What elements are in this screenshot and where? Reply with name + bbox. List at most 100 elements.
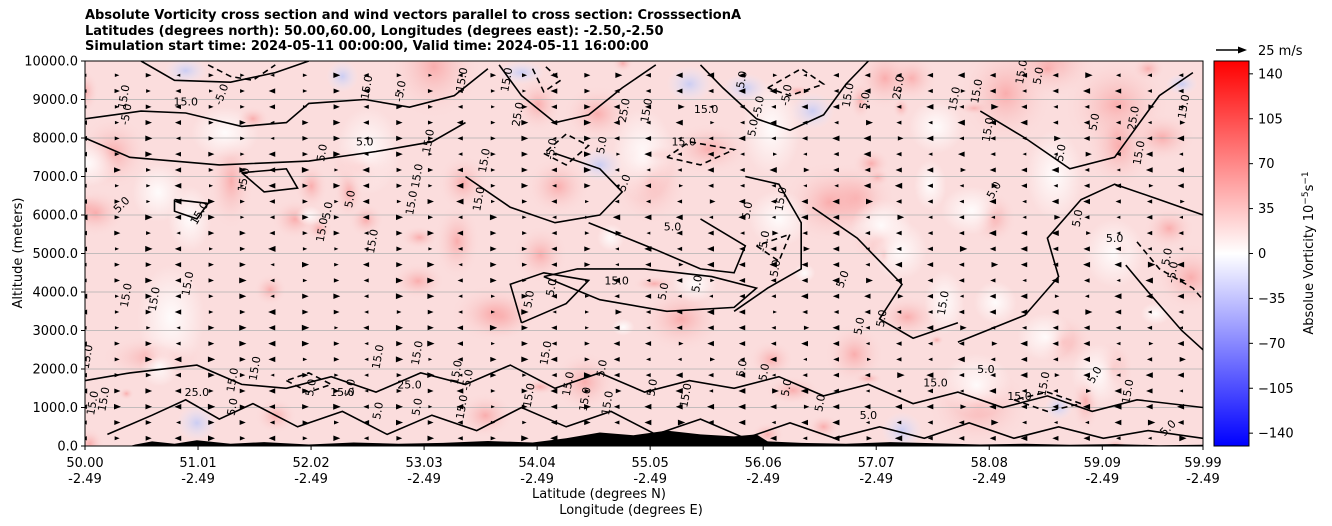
wind-vector [239,373,246,378]
wind-vector [802,231,808,236]
wind-vector [1114,88,1122,94]
wind-vector [1021,404,1028,410]
wind-vector [615,184,619,188]
wind-vector [396,120,403,126]
field-patch-positive [392,263,444,299]
wind-vector [707,167,714,173]
wind-vector [894,182,903,189]
wind-vector [1115,199,1121,204]
wind-vector [1178,104,1184,109]
wind-vector [895,167,902,173]
wind-vector [363,73,369,78]
wind-vector [209,247,213,251]
wind-vector [302,372,309,378]
wind-vector [115,294,119,298]
contour-label: 5.0 [812,393,828,412]
wind-vector [521,435,529,442]
field-patch-neutral [85,139,119,187]
wind-vector [584,88,591,94]
wind-vector [645,388,651,394]
wind-vector [612,214,621,221]
wind-vector [396,246,403,252]
field-patch-positive [612,61,634,72]
wind-vector [333,341,340,346]
wind-vector [490,389,496,393]
wind-vector [145,277,153,284]
x-tick-label-longitude: -2.49 [633,472,667,487]
wind-vector [85,73,87,77]
wind-vector [613,104,620,110]
wind-vector [707,325,714,331]
wind-vector [585,326,589,330]
wind-vector [584,294,590,298]
wind-vector [145,262,152,268]
wind-vector [550,404,558,410]
field-patch-positive [669,124,749,175]
contour-label: 5.0 [779,378,795,397]
wind-vector [268,167,276,173]
field-patch-neutral [336,106,401,195]
x-tick-label-latitude: 50.00 [66,456,103,471]
wind-vector [145,120,152,126]
contour-label: 5.0 [225,397,241,416]
field-patch-positive [85,428,104,446]
wind-vector [364,342,369,346]
wind-vector [457,420,463,425]
wind-vector [927,246,933,252]
wind-vector [927,293,934,299]
wind-vector [988,230,997,237]
wind-vector [239,246,246,251]
wind-vector [896,389,902,393]
wind-vector [770,246,777,252]
x-axis-title-longitude: Longitude (degrees E) [559,503,703,518]
contour-label: 5.0 [860,409,878,422]
wind-vector [958,309,965,315]
wind-vector [708,215,714,219]
wind-vector [395,356,404,363]
wind-vector [585,215,589,219]
contour-label: 15.0 [314,217,331,243]
wind-vector [1084,420,1090,425]
wind-vector [521,388,528,394]
wind-vector [174,262,182,268]
wind-vector [208,325,215,331]
contour-label: 5.0 [689,274,705,293]
wind-vector [114,388,121,394]
wind-vector [550,72,558,79]
wind-vector [800,387,809,394]
field-patch-positive [119,387,134,400]
wind-vector [1083,183,1090,189]
wind-vector [145,309,152,315]
wind-vector [989,119,996,126]
contour-label: 15.0 [521,382,538,408]
wind-vector [522,373,527,377]
wind-vector [333,357,340,362]
wind-vector [302,183,309,188]
wind-vector [584,262,591,268]
wind-vector [863,182,871,189]
wind-vector [771,136,776,141]
wind-vector [738,325,746,331]
wind-vector [208,151,215,157]
wind-vector [114,136,120,141]
wind-vector [677,136,682,140]
wind-vector [770,435,777,441]
contour-label: 5.0 [356,136,374,149]
wind-vector [802,373,808,378]
wind-vector [174,246,182,252]
wind-vector [208,230,215,236]
field-patch-strong-positive [1132,61,1165,81]
wind-vector [864,167,871,173]
wind-vector [208,198,215,205]
wind-vector [960,89,966,93]
wind-vector [364,389,369,393]
contour-label: 15.0 [671,136,696,149]
wind-vector [239,262,246,268]
colorbar-tick-label: 140 [1258,67,1283,82]
contour-positive [85,121,466,166]
x-tick-label-longitude: -2.49 [68,472,102,487]
wind-vector [1085,309,1093,315]
contour-label: 15.0 [235,167,252,193]
wind-vector [957,119,965,126]
wind-vector [114,167,121,173]
